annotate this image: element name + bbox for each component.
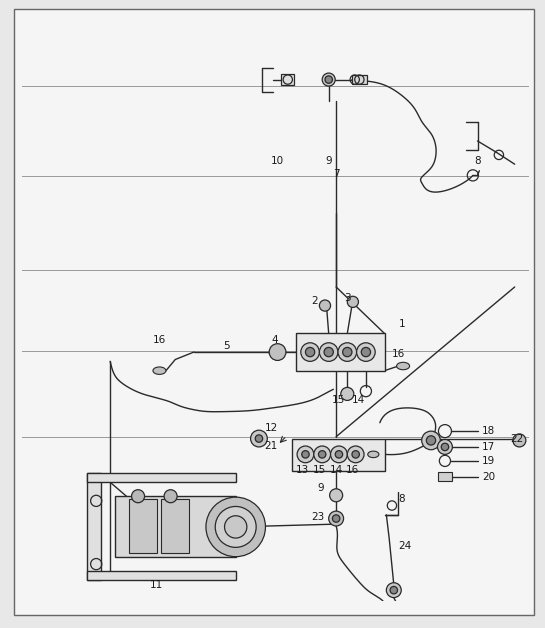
Circle shape (361, 347, 371, 357)
Text: 22: 22 (510, 433, 523, 443)
Ellipse shape (368, 451, 379, 458)
Circle shape (319, 300, 331, 311)
Text: 21: 21 (264, 441, 277, 451)
Bar (438, 472, 452, 481)
Circle shape (318, 451, 326, 458)
Circle shape (335, 451, 343, 458)
Circle shape (325, 76, 332, 84)
Text: 10: 10 (271, 156, 284, 166)
Bar (115, 496, 235, 556)
Circle shape (386, 583, 401, 598)
Text: 16: 16 (339, 440, 352, 450)
Bar (87, 571, 235, 580)
Text: 16: 16 (153, 335, 166, 345)
Circle shape (225, 516, 247, 538)
Circle shape (390, 587, 397, 594)
Text: 3: 3 (344, 293, 350, 303)
Text: 8: 8 (398, 494, 405, 504)
Text: 7: 7 (333, 168, 340, 178)
Text: 1: 1 (398, 319, 405, 329)
Text: 20: 20 (482, 472, 495, 482)
Circle shape (251, 430, 267, 447)
Circle shape (297, 446, 314, 463)
Text: 15: 15 (331, 396, 344, 406)
Circle shape (332, 515, 340, 522)
Text: 4: 4 (271, 335, 278, 345)
Circle shape (322, 73, 335, 86)
Circle shape (314, 446, 331, 463)
Circle shape (302, 451, 309, 458)
Circle shape (422, 431, 440, 450)
Circle shape (255, 435, 263, 442)
Bar (292, 438, 385, 471)
Ellipse shape (365, 443, 378, 451)
Text: 18: 18 (482, 426, 495, 436)
Circle shape (131, 490, 144, 503)
Text: 12: 12 (264, 423, 277, 433)
Circle shape (269, 344, 286, 360)
Circle shape (438, 440, 452, 455)
Circle shape (343, 347, 352, 357)
Text: 2: 2 (311, 296, 318, 306)
Text: 19: 19 (482, 456, 495, 466)
Circle shape (331, 446, 347, 463)
Text: 23: 23 (311, 512, 324, 522)
Circle shape (513, 434, 526, 447)
Circle shape (305, 347, 315, 357)
Text: 6: 6 (321, 440, 328, 450)
Text: 13: 13 (296, 465, 309, 475)
Text: 15: 15 (313, 465, 326, 475)
Circle shape (441, 443, 449, 451)
Circle shape (324, 347, 334, 357)
Text: 14: 14 (330, 465, 343, 475)
Circle shape (347, 446, 364, 463)
Bar (161, 499, 189, 553)
Circle shape (164, 490, 177, 503)
Circle shape (206, 497, 265, 556)
Ellipse shape (153, 367, 166, 374)
Circle shape (352, 451, 359, 458)
Text: 5: 5 (223, 340, 229, 350)
Circle shape (319, 343, 338, 361)
Bar (87, 473, 235, 482)
Ellipse shape (397, 362, 410, 370)
Circle shape (338, 343, 356, 361)
Circle shape (347, 296, 359, 308)
Circle shape (330, 489, 343, 502)
Text: 16: 16 (392, 349, 405, 359)
Circle shape (301, 343, 319, 361)
Text: 8: 8 (474, 156, 481, 166)
Bar (296, 333, 385, 371)
Bar (87, 473, 101, 580)
Text: 16: 16 (346, 465, 359, 475)
Circle shape (356, 343, 375, 361)
Text: 14: 14 (352, 396, 365, 406)
Text: 24: 24 (398, 541, 411, 551)
Bar (129, 499, 156, 553)
Text: 11: 11 (150, 580, 163, 590)
Circle shape (329, 511, 343, 526)
Text: 9: 9 (325, 156, 332, 166)
Circle shape (341, 387, 354, 401)
Text: 17: 17 (482, 442, 495, 452)
Circle shape (426, 436, 435, 445)
Bar (352, 75, 367, 84)
Bar (281, 74, 294, 85)
Text: 9: 9 (317, 483, 324, 493)
Circle shape (215, 506, 256, 548)
